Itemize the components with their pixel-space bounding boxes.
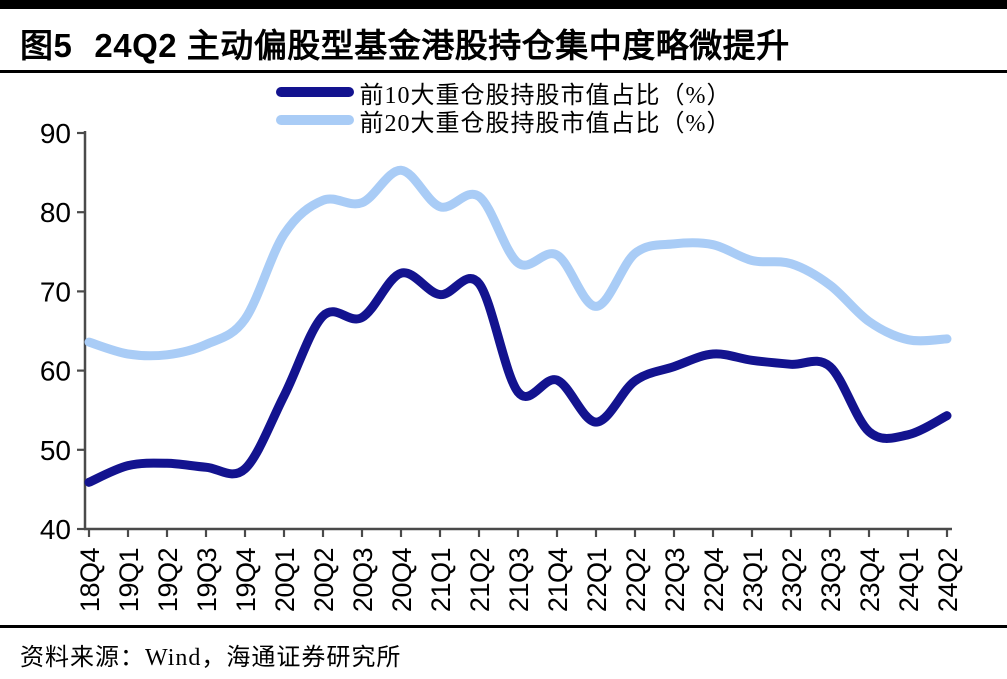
series-line-top20 — [84, 165, 952, 361]
x-axis-label: 20Q2 — [309, 548, 339, 612]
y-axis-label: 60 — [40, 356, 71, 387]
x-axis-label: 23Q4 — [855, 548, 885, 613]
figure-label: 图5 — [20, 27, 73, 64]
y-axis-label: 70 — [40, 276, 71, 307]
x-axis-label: 19Q2 — [153, 548, 183, 612]
y-axis-label: 50 — [40, 435, 71, 466]
figure-title-text: 24Q2 主动偏股型基金港股持仓集中度略微提升 — [94, 27, 790, 64]
y-axis-label: 90 — [40, 118, 71, 149]
x-axis-label: 22Q3 — [660, 548, 690, 612]
top20-line-swatch — [275, 115, 354, 125]
x-axis-label: 19Q4 — [231, 548, 261, 613]
top-rule — [0, 0, 1007, 9]
chart-legend: 前10大重仓股持股市值占比（%） 前20大重仓股持股市值占比（%） — [0, 79, 1007, 137]
legend-item-top20: 前20大重仓股持股市值占比（%） — [275, 107, 732, 137]
x-axis-label: 21Q4 — [543, 548, 573, 613]
x-axis-label: 24Q2 — [933, 548, 963, 612]
x-axis-label: 23Q2 — [777, 548, 807, 612]
x-axis-label: 20Q3 — [348, 548, 378, 612]
legend-label-top10: 前10大重仓股持股市值占比（%） — [359, 82, 732, 109]
x-axis-label: 21Q1 — [426, 548, 456, 612]
x-axis-label: 23Q1 — [738, 548, 768, 612]
title-underline — [0, 70, 1007, 73]
x-axis-label: 21Q2 — [465, 548, 495, 612]
figure-title: 图5 24Q2 主动偏股型基金港股持仓集中度略微提升 — [20, 19, 790, 67]
x-axis-label: 22Q2 — [621, 548, 651, 612]
x-axis-label: 22Q1 — [582, 548, 612, 612]
x-axis-label: 19Q3 — [192, 548, 222, 612]
x-axis-label: 24Q1 — [894, 548, 924, 612]
x-axis-label: 20Q4 — [387, 548, 417, 613]
x-axis-label: 21Q3 — [504, 548, 534, 612]
top10-line-swatch — [275, 87, 354, 97]
legend-item-top10: 前10大重仓股持股市值占比（%） — [275, 79, 732, 109]
y-axis-label: 40 — [40, 514, 71, 545]
source-note: 资料来源：Wind，海通证券研究所 — [20, 645, 402, 671]
x-axis-label: 22Q4 — [699, 548, 729, 613]
series-line-top10 — [84, 268, 952, 487]
bottom-rule — [0, 625, 1007, 628]
y-axis-label: 80 — [40, 197, 71, 228]
legend-label-top20: 前20大重仓股持股市值占比（%） — [359, 110, 732, 137]
x-axis-label: 20Q1 — [270, 548, 300, 612]
x-axis-label: 19Q1 — [114, 548, 144, 612]
x-axis-label: 23Q3 — [816, 548, 846, 612]
x-axis-label: 18Q4 — [75, 548, 105, 613]
